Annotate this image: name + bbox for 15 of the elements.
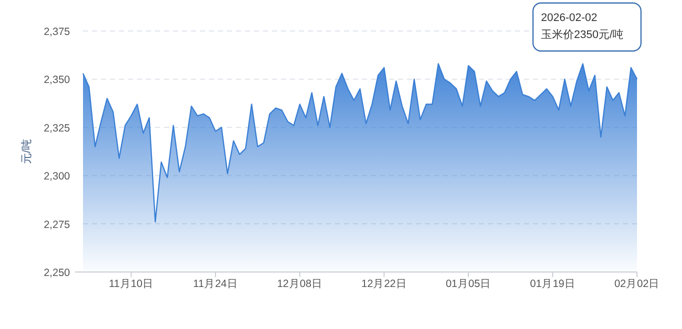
x-tick-label: 02月02日 [614, 278, 660, 290]
x-tick-label: 11月24日 [193, 278, 238, 290]
annotation: 2026-02-02 玉米价2350元/吨 [541, 12, 624, 41]
x-tick-label: 01月19日 [530, 278, 576, 290]
y-tick-label: 2,250 [44, 267, 70, 279]
x-tick-label: 12月22日 [361, 278, 407, 290]
y-tick-label: 2,375 [44, 26, 70, 38]
y-tick-label: 2,350 [44, 74, 70, 86]
y-axis-title: 元/吨 [20, 138, 33, 164]
x-tick-label: 11月10日 [108, 278, 154, 290]
y-tick-label: 2,325 [44, 122, 70, 134]
y-tick-label: 2,275 [44, 218, 70, 231]
y-tick-label: 2,300 [44, 170, 70, 183]
x-tick-label: 01月05日 [446, 278, 492, 290]
x-tick-label: 12月08日 [277, 278, 322, 290]
